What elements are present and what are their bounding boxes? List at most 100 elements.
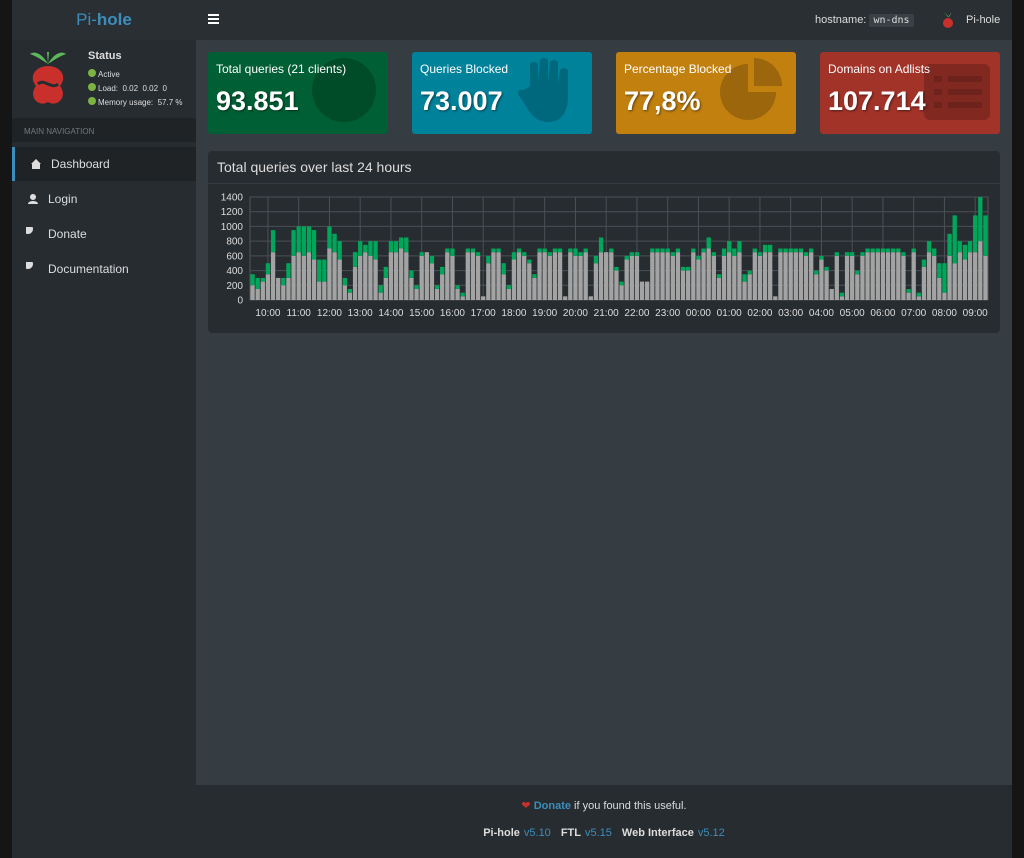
stat-title: Percentage Blocked xyxy=(624,62,732,76)
bar-segment xyxy=(686,270,691,300)
bar-segment xyxy=(773,296,778,300)
donate-text: if you found this useful. xyxy=(570,800,687,812)
brand-prefix: Pi- xyxy=(76,10,97,29)
bar-segment xyxy=(527,259,532,264)
x-tick-label: 20:00 xyxy=(563,308,588,319)
nav-icon-shape xyxy=(26,262,33,269)
version-name: Web Interface xyxy=(621,827,694,839)
bar-segment xyxy=(496,248,501,253)
bar-segment xyxy=(768,244,773,253)
bar-segment xyxy=(409,277,414,300)
bar-segment xyxy=(942,263,947,293)
x-tick-label: 21:00 xyxy=(594,308,619,319)
version-line: Pi-hole v5.10 FTL v5.15 Web Interface v5.12 xyxy=(196,827,1012,839)
x-tick-label: 14:00 xyxy=(378,308,403,319)
x-tick-label: 09:00 xyxy=(963,308,988,319)
bar-segment xyxy=(352,252,358,267)
bar-segment xyxy=(265,274,271,300)
bar-segment xyxy=(255,277,260,289)
hostname-value: wn-dns xyxy=(869,14,914,27)
status-line: Load: 0.02 0.02 0 xyxy=(88,82,182,96)
bar-segment xyxy=(563,296,568,300)
bar-segment xyxy=(532,274,537,278)
bar-segment xyxy=(875,252,880,300)
nav-icon-shape xyxy=(28,194,38,204)
bar-segment xyxy=(926,241,932,253)
bar-segment xyxy=(419,252,424,256)
bar-segment xyxy=(732,248,737,256)
bar-segment xyxy=(675,252,681,300)
bar-segment xyxy=(475,252,481,256)
bar-segment xyxy=(926,252,932,300)
brand[interactable]: Pi-hole xyxy=(12,0,196,40)
bar-segment xyxy=(429,255,435,264)
bar-segment xyxy=(250,274,255,286)
bar-segment xyxy=(552,252,558,300)
bar-segment xyxy=(660,248,665,253)
bar-segment xyxy=(542,252,547,300)
bar-segment xyxy=(721,248,727,256)
bar-segment xyxy=(265,263,271,275)
y-tick-label: 400 xyxy=(226,266,243,277)
bar-segment xyxy=(896,248,901,253)
bar-segment xyxy=(619,285,624,300)
bar-segment xyxy=(870,252,875,300)
stat-value: 93.851 xyxy=(216,86,299,116)
bar-segment xyxy=(870,248,875,253)
y-tick-label: 1000 xyxy=(221,222,244,233)
y-tick-label: 0 xyxy=(237,296,243,307)
bar-segment xyxy=(788,252,793,300)
bar-segment xyxy=(906,288,911,293)
bar-segment xyxy=(665,248,670,253)
donate-link[interactable]: Donate xyxy=(533,800,571,812)
stat-icon xyxy=(312,58,376,122)
bar-segment xyxy=(465,248,470,253)
donate-line: ❤ Donate if you found this useful. xyxy=(196,799,1012,812)
bar-segment xyxy=(557,252,563,300)
menu-toggle[interactable] xyxy=(208,12,220,30)
bar-segment xyxy=(942,292,947,300)
bar-segment xyxy=(634,255,640,300)
bar-segment xyxy=(696,259,701,300)
bar-segment xyxy=(368,255,373,300)
status-dot xyxy=(88,83,96,91)
bar-segment xyxy=(414,288,419,300)
bar-segment xyxy=(404,252,409,300)
bar-segment xyxy=(891,252,896,300)
bar-segment xyxy=(604,252,609,300)
footer: ❤ Donate if you found this useful. Pi-ho… xyxy=(196,785,1012,858)
bar-segment xyxy=(962,244,968,260)
x-tick-label: 00:00 xyxy=(686,308,711,319)
bar-segment xyxy=(757,255,763,300)
bar-segment xyxy=(373,259,378,300)
menu-icon xyxy=(208,14,219,24)
bar-segment xyxy=(937,277,942,300)
bar-segment xyxy=(788,248,793,253)
bar-segment xyxy=(844,255,850,300)
status-active: Active xyxy=(98,70,120,79)
user-menu[interactable]: Pi-hole xyxy=(966,14,1001,26)
nav-item[interactable]: Donate xyxy=(12,217,196,251)
nav-item[interactable]: Documentation xyxy=(12,252,196,286)
nav-item[interactable]: Login xyxy=(12,182,196,216)
x-tick-label: 17:00 xyxy=(471,308,496,319)
bar-segment xyxy=(916,292,921,297)
bar-segment xyxy=(962,259,968,300)
bar-segment xyxy=(460,296,465,300)
bar-segment xyxy=(296,252,301,300)
bar-segment xyxy=(557,248,563,253)
bar-segment xyxy=(614,266,619,271)
bar-segment xyxy=(880,252,886,300)
bar-segment xyxy=(911,248,916,253)
y-tick-label: 1200 xyxy=(221,207,244,218)
bar-segment xyxy=(885,252,891,300)
bar-segment xyxy=(706,237,711,249)
nav-item[interactable]: Dashboard xyxy=(12,147,196,181)
bar-segment xyxy=(527,263,532,300)
bar-segment xyxy=(455,288,460,300)
x-tick-label: 07:00 xyxy=(901,308,926,319)
bar-segment xyxy=(793,248,798,253)
bar-segment xyxy=(450,255,455,300)
bar-segment xyxy=(383,277,388,300)
x-tick-label: 01:00 xyxy=(717,308,742,319)
